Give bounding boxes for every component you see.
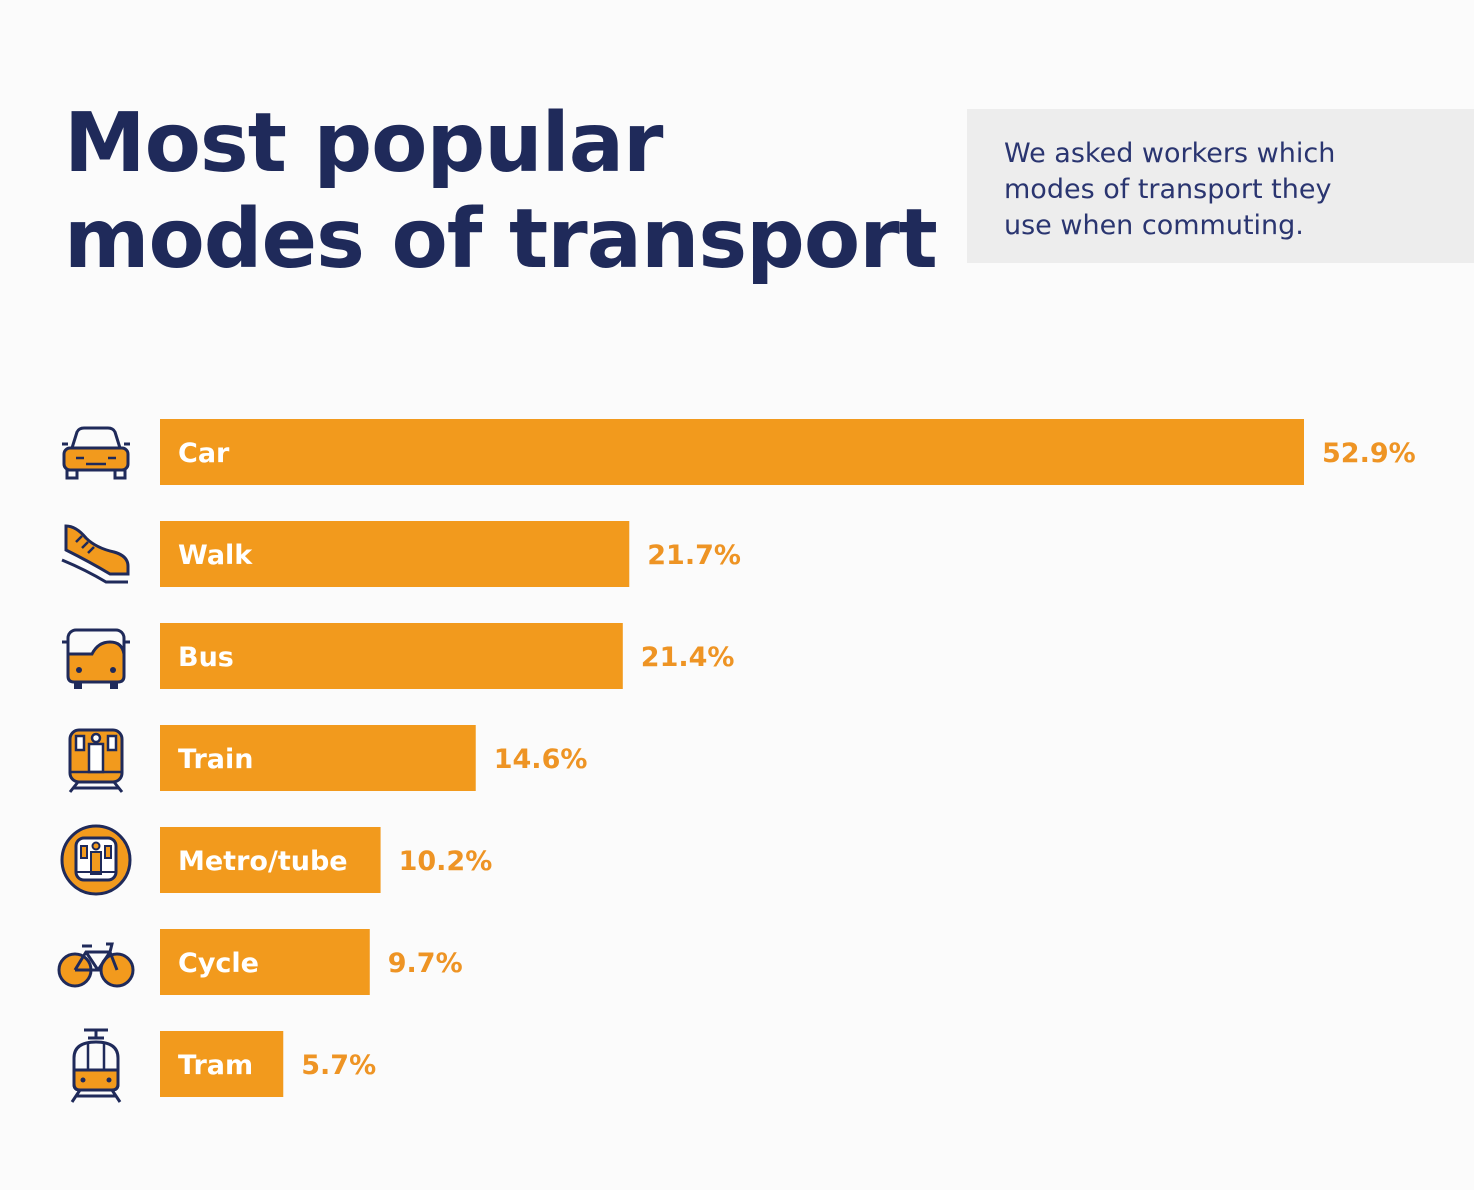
title-line-2: modes of transport [64,192,938,287]
bar-walk [160,521,630,587]
bicycle-icon [57,942,135,988]
description-box: We asked workers which modes of transpor… [967,109,1474,263]
car-icon [62,426,130,480]
train-icon [68,728,124,793]
value-label-car: 52.9% [1322,438,1416,469]
category-label-tram: Tram [178,1050,253,1081]
category-label-bus: Bus [178,642,234,673]
tram-icon [70,1028,122,1103]
bus-icon [62,628,130,689]
value-label-train: 14.6% [494,744,588,775]
bar-cycle [160,929,370,995]
title-line-1: Most popular [64,96,663,191]
value-label-walk: 21.7% [647,540,741,571]
category-label-train: Train [178,744,253,775]
bar-car [160,419,1304,485]
bar-tram [160,1031,284,1097]
description-line-2: modes of transport they [1004,174,1332,205]
value-label-tram: 5.7% [301,1050,376,1081]
metro-icon [60,824,132,896]
category-label-walk: Walk [178,540,253,571]
page-title: Most popular modes of transport [64,96,938,288]
category-label-car: Car [178,438,230,469]
description-line-3: use when commuting. [1004,210,1304,241]
description-line-1: We asked workers which [1004,138,1336,169]
bar-metro-tube [160,827,381,893]
bar-train [160,725,476,791]
bar-bus [160,623,623,689]
value-label-metro-tube: 10.2% [399,846,493,877]
value-label-bus: 21.4% [641,642,735,673]
category-label-metro-tube: Metro/tube [178,846,348,877]
value-label-cycle: 9.7% [388,948,463,979]
category-label-cycle: Cycle [178,948,259,979]
shoe-icon [61,524,130,584]
